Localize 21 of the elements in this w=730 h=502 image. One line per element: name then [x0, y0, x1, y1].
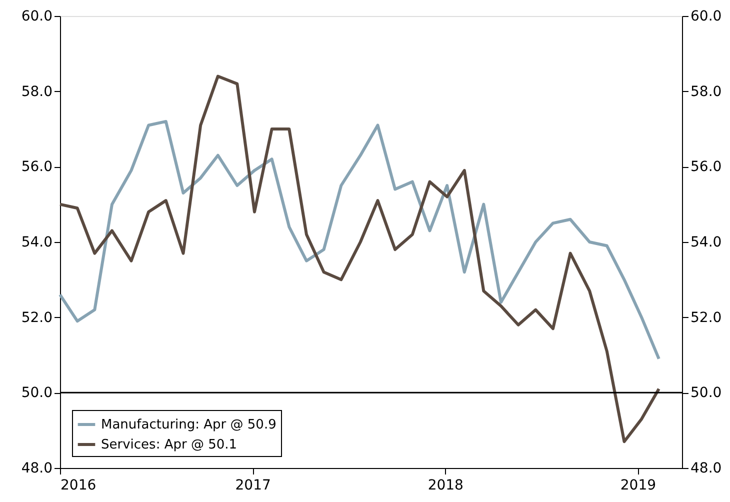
- y-tick-label: 58.0: [21, 84, 52, 100]
- y2-tick-label: 52.0: [690, 310, 722, 326]
- y-tick-label: 52.0: [21, 310, 52, 326]
- y-tick-label: 50.0: [21, 385, 52, 402]
- y2-tick-label: 58.0: [690, 84, 722, 100]
- legend-label: Manufacturing: Apr @ 50.9: [101, 418, 276, 432]
- y2-tick-label: 50.0: [690, 385, 722, 402]
- x-tick-label: 2017: [235, 478, 271, 494]
- y-tick-label: 48.0: [21, 460, 52, 476]
- y2-tick-label: 60.0: [690, 8, 722, 24]
- y-tick-label: 56.0: [21, 159, 52, 176]
- y2-tick-label: 56.0: [690, 159, 722, 176]
- x-tick-label: 2018: [428, 478, 464, 494]
- y-tick-label: 60.0: [21, 8, 52, 24]
- legend-label: Services: Apr @ 50.1: [101, 438, 238, 452]
- y-tick-label: 54.0: [21, 234, 52, 250]
- x-tick-label: 2019: [620, 478, 656, 494]
- y2-tick-label: 54.0: [690, 234, 722, 250]
- x-tick-label: 2016: [60, 478, 96, 494]
- line-series: [58, 120, 660, 360]
- y2-tick-label: 48.0: [690, 460, 722, 476]
